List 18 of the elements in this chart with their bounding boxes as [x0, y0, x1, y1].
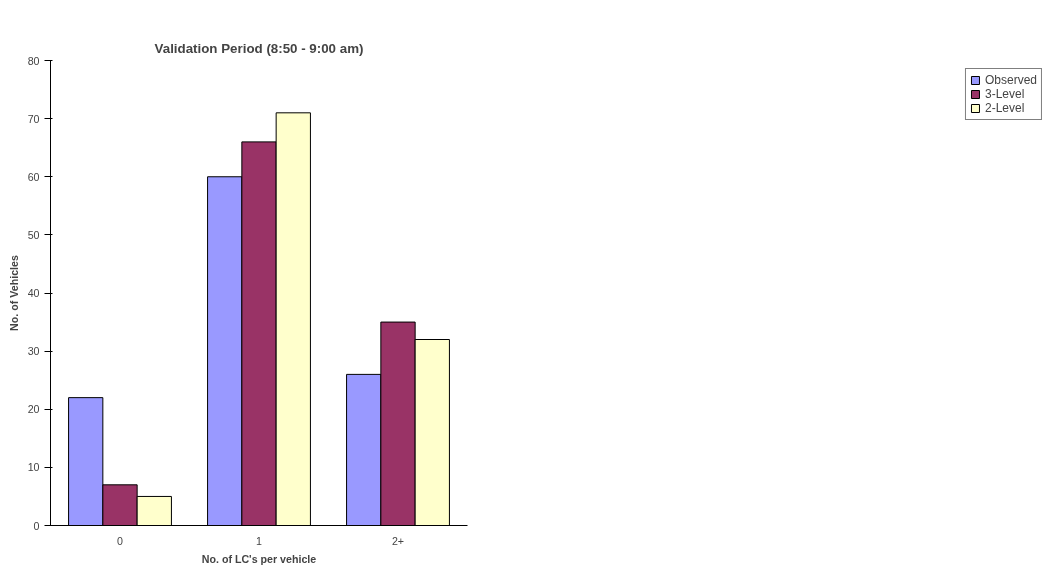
y-tick-label: 40: [27, 287, 40, 299]
x-axis-title: No. of LC's per vehicle: [201, 552, 317, 565]
y-tick-label: 60: [27, 170, 40, 183]
legend-label: 2-Level: [984, 101, 1025, 115]
y-tick-label: 80: [27, 54, 40, 67]
y-tick-label: 20: [27, 403, 40, 416]
y-tick-label: 10: [27, 461, 40, 474]
legend-label: 3-Level: [984, 87, 1025, 101]
y-tick-label: 70: [27, 112, 40, 125]
x-tick-label: 2+: [391, 534, 405, 547]
y-tick-label: 50: [27, 228, 40, 241]
x-tick-label: 0: [117, 534, 124, 547]
x-tick-label: 1: [256, 534, 263, 547]
y-tick-label: 30: [27, 345, 40, 358]
y-tick-label: 0: [33, 519, 40, 532]
chart-title: Validation Period (8:50 - 9:00 am): [154, 40, 364, 56]
legend-label: Observed: [984, 73, 1037, 87]
y-axis-title: No. of Vehicles: [7, 255, 20, 331]
